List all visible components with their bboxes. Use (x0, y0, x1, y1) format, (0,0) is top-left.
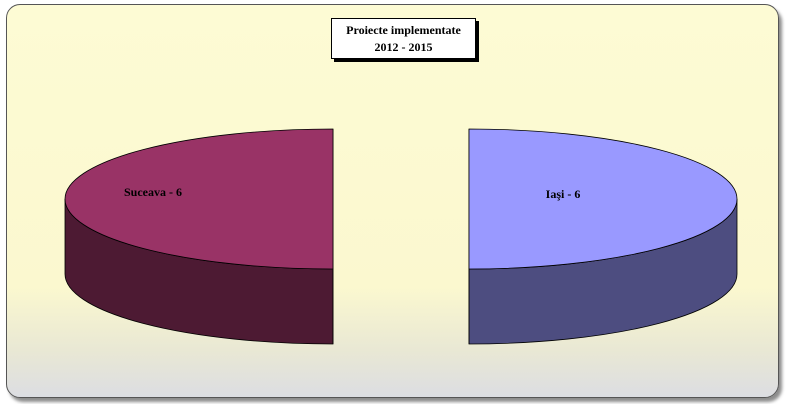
chart-title-line-2: 2012 - 2015 (374, 40, 433, 54)
chart-title-line-1: Proiecte implementate (346, 23, 461, 37)
pie-slice-top (64, 128, 334, 270)
slice-label: Iaşi - 6 (546, 187, 581, 201)
pie-slice-top (468, 128, 738, 270)
chart-title: Proiecte implementate 2012 - 2015 (331, 18, 476, 59)
pie-slice-2: Iaşi - 6 (468, 128, 738, 345)
pie-slice-1: Suceava - 6 (64, 128, 334, 345)
slice-label: Suceava - 6 (124, 185, 182, 199)
